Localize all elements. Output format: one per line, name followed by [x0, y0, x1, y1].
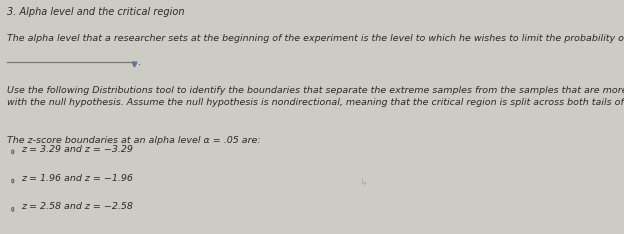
Text: The alpha level that a researcher sets at the beginning of the experiment is the: The alpha level that a researcher sets a…	[7, 34, 624, 44]
Text: z = 3.29 and z = −3.29: z = 3.29 and z = −3.29	[21, 145, 134, 154]
Text: ↳: ↳	[360, 177, 368, 187]
Text: z = 1.96 and z = −1.96: z = 1.96 and z = −1.96	[21, 174, 134, 183]
Text: .: .	[138, 58, 141, 67]
Text: z = 2.58 and z = −2.58: z = 2.58 and z = −2.58	[21, 202, 134, 211]
Text: Use the following Distributions tool to identify the boundaries that separate th: Use the following Distributions tool to …	[7, 86, 624, 107]
Text: The z-score boundaries at an alpha level α = .05 are:: The z-score boundaries at an alpha level…	[7, 136, 261, 145]
Text: 3. Alpha level and the critical region: 3. Alpha level and the critical region	[7, 7, 185, 17]
